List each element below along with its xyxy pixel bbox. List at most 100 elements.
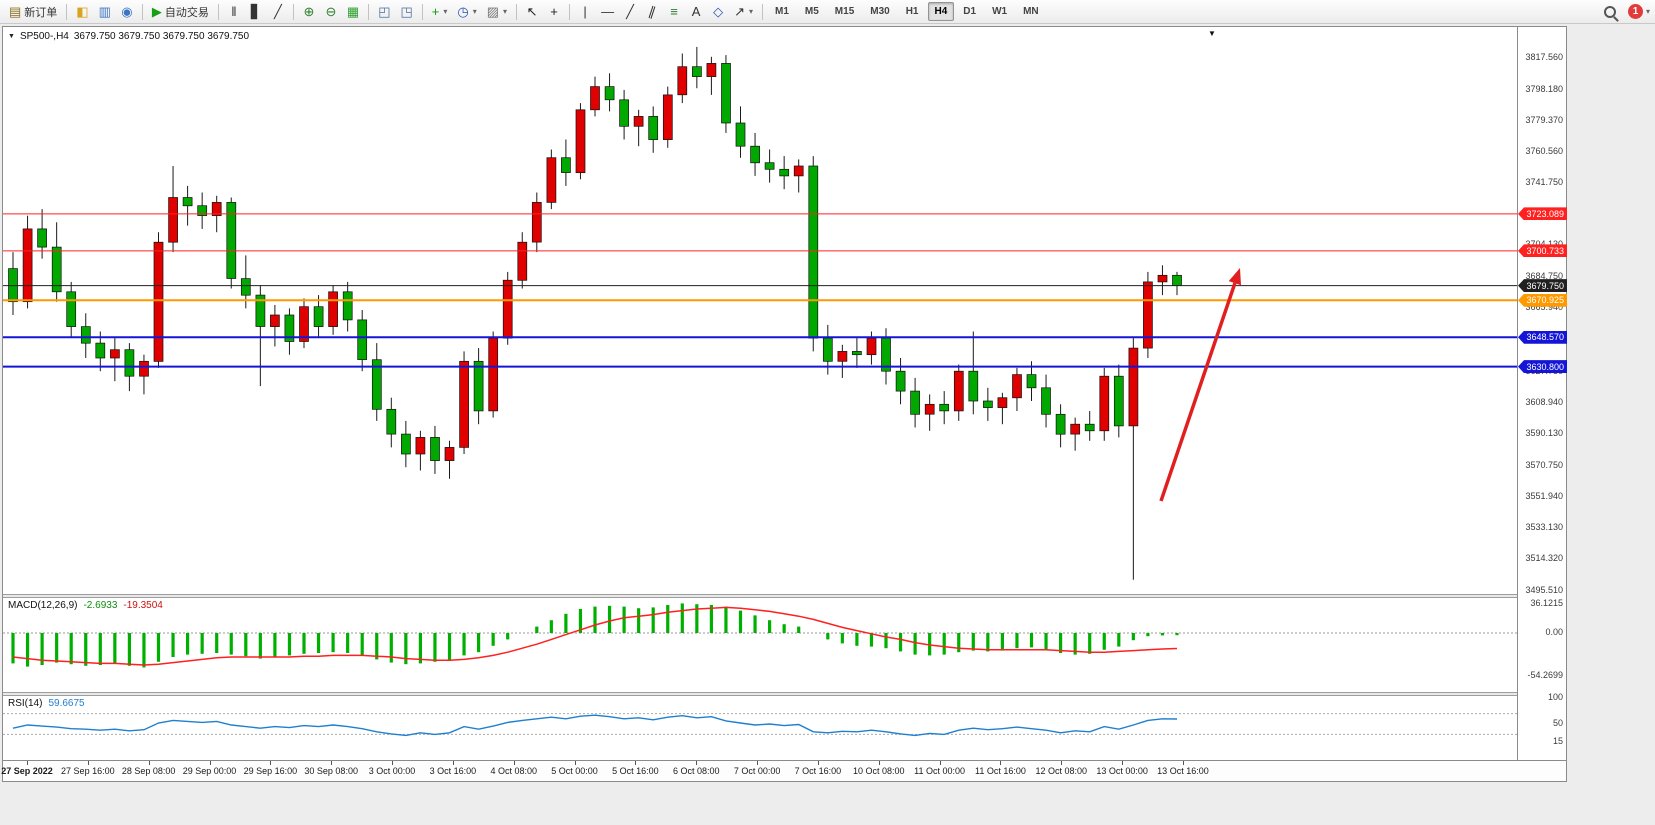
price-tick: 3608.940 bbox=[1525, 396, 1563, 407]
price-tick: 3779.370 bbox=[1525, 114, 1563, 125]
vertical-line-button[interactable]: | bbox=[575, 2, 595, 22]
new-order-button[interactable]: ▤ 新订单 bbox=[5, 2, 61, 22]
channel-button[interactable]: ∥ bbox=[642, 2, 662, 22]
time-label: 13 Oct 00:00 bbox=[1096, 766, 1148, 776]
time-label: 4 Oct 08:00 bbox=[490, 766, 537, 776]
arrow-annotation[interactable] bbox=[1159, 282, 1237, 502]
time-tick bbox=[878, 761, 880, 765]
price-line-label: 3679.750 bbox=[1518, 279, 1567, 293]
text-button[interactable]: A bbox=[686, 2, 706, 22]
timeframe-m15-button[interactable]: M15 bbox=[834, 6, 855, 17]
bar-chart-button[interactable]: ‖ bbox=[224, 2, 244, 22]
candlestick-chart-button[interactable]: ▋ bbox=[246, 2, 266, 22]
template-icon: ▨ bbox=[486, 4, 500, 19]
symbol-dropdown-icon[interactable]: ▼ bbox=[8, 33, 15, 40]
time-tick bbox=[148, 761, 150, 765]
time-label: 10 Oct 08:00 bbox=[852, 766, 905, 776]
time-label: 3 Oct 00:00 bbox=[368, 766, 416, 776]
time-tick bbox=[270, 761, 272, 765]
time-label: 7 Oct 00:00 bbox=[733, 766, 781, 776]
time-tick bbox=[87, 761, 89, 765]
new-order-icon: ▤ bbox=[9, 4, 22, 19]
macd-scale-label: 36.1215 bbox=[1530, 598, 1563, 609]
arrow-annotation-head[interactable] bbox=[1228, 268, 1241, 286]
time-tick bbox=[1122, 761, 1124, 765]
panel-separator[interactable] bbox=[3, 692, 1566, 696]
fibonacci-button[interactable]: ≡ bbox=[664, 2, 684, 22]
price-line-label: 3700.733 bbox=[1518, 244, 1567, 258]
template-button[interactable]: ▨ ▾ bbox=[483, 2, 511, 22]
fibonacci-icon: ≡ bbox=[670, 4, 678, 19]
data-window-button[interactable]: ▥ bbox=[95, 2, 115, 22]
price-axis[interactable]: 3817.560 3798.180 3779.370 3760.560 3741.750… bbox=[1517, 27, 1567, 760]
cursor-button[interactable]: ↖ bbox=[522, 2, 542, 22]
grid-button[interactable]: ▦ bbox=[343, 2, 363, 22]
timeframe-m30-button[interactable]: M30 bbox=[870, 6, 890, 17]
cascade-windows-button[interactable]: ◳ bbox=[396, 2, 416, 22]
chart-shift-marker-icon[interactable]: ▼ bbox=[1208, 29, 1216, 38]
horizontal-line-button[interactable]: — bbox=[597, 2, 618, 22]
rsi-chart[interactable] bbox=[3, 696, 1517, 760]
tile-windows-button[interactable]: ◰ bbox=[374, 2, 394, 22]
rsi-panel[interactable]: RSI(14) 59.6675 bbox=[3, 696, 1517, 760]
rsi-scale-label: 100 bbox=[1547, 692, 1563, 702]
add-indicator-button[interactable]: + ▾ bbox=[428, 2, 452, 22]
price-tick: 3590.130 bbox=[1525, 427, 1563, 438]
cascade-windows-icon: ◳ bbox=[400, 4, 413, 19]
bar-chart-icon: ‖ bbox=[231, 4, 237, 19]
dropdown-caret-icon: ▾ bbox=[472, 7, 477, 16]
notification-caret-icon[interactable]: ▾ bbox=[1645, 7, 1650, 16]
price-tick: 3514.320 bbox=[1525, 553, 1563, 564]
crosshair-button[interactable]: + bbox=[544, 2, 564, 22]
timeframe-m5-button[interactable]: M5 bbox=[804, 6, 819, 17]
candlestick-chart[interactable] bbox=[3, 27, 1517, 594]
panel-separator[interactable] bbox=[3, 594, 1566, 598]
notification-badge[interactable]: 1 bbox=[1627, 4, 1643, 19]
macd-header: MACD(12,26,9) -2.6933 -19.3504 bbox=[8, 600, 163, 611]
timeframe-mn-button[interactable]: MN bbox=[1023, 6, 1039, 17]
time-tick bbox=[27, 761, 28, 765]
timeframe-m1-button[interactable]: M1 bbox=[774, 6, 789, 17]
time-label: 28 Sep 08:00 bbox=[121, 766, 176, 776]
line-chart-button[interactable]: ╱ bbox=[268, 2, 288, 22]
timeframe-d1-button[interactable]: D1 bbox=[963, 6, 977, 17]
auto-trading-button[interactable]: ▶ 自动交易 bbox=[148, 2, 213, 22]
macd-panel[interactable]: MACD(12,26,9) -2.6933 -19.3504 bbox=[3, 598, 1517, 692]
shapes-button[interactable]: ◇ bbox=[708, 2, 728, 22]
arrows-button[interactable]: ↗ ▾ bbox=[730, 2, 757, 22]
period-icon: ◷ bbox=[457, 4, 469, 19]
time-tick bbox=[1182, 761, 1184, 765]
trendline-button[interactable]: ╱ bbox=[620, 2, 640, 22]
macd-scale-label: 0.00 bbox=[1545, 627, 1563, 637]
time-tick bbox=[513, 761, 515, 765]
search-icon[interactable] bbox=[1603, 5, 1619, 22]
time-tick bbox=[574, 761, 576, 765]
time-tick bbox=[939, 761, 941, 765]
timeframe-h4-button[interactable]: H4 bbox=[927, 2, 955, 21]
period-button[interactable]: ◷ ▾ bbox=[453, 2, 480, 22]
price-tick: 3798.180 bbox=[1525, 83, 1563, 94]
timeframe-w1-button[interactable]: W1 bbox=[992, 6, 1008, 17]
market-depth-button[interactable]: ◧ bbox=[72, 2, 92, 22]
navigator-button[interactable]: ◉ bbox=[117, 2, 137, 22]
dropdown-caret-icon: ▾ bbox=[443, 7, 448, 16]
market-depth-icon: ◧ bbox=[76, 4, 89, 19]
text-icon: A bbox=[691, 4, 701, 19]
macd-scale-label: -54.2699 bbox=[1527, 670, 1563, 681]
time-label: 29 Sep 00:00 bbox=[182, 766, 237, 776]
time-tick bbox=[331, 761, 333, 765]
auto-trading-icon: ▶ bbox=[151, 4, 162, 19]
time-label: 3 Oct 16:00 bbox=[429, 766, 477, 776]
time-axis[interactable]: 27 Sep 2022 27 Sep 16:00 28 Sep 08:00 29 Se… bbox=[1, 760, 1566, 781]
price-tick: 3704.130 bbox=[1525, 239, 1563, 250]
zoom-in-button[interactable]: ⊕ bbox=[299, 2, 319, 22]
macd-chart[interactable] bbox=[3, 598, 1517, 692]
main-chart-plot[interactable]: ▼ SP500-,H4 3679.750 3679.750 3679.750 3… bbox=[3, 27, 1517, 594]
price-line-label: 3648.570 bbox=[1518, 330, 1567, 344]
zoom-out-button[interactable]: ⊖ bbox=[321, 2, 341, 22]
arrows-icon: ↗ bbox=[734, 4, 745, 19]
toolbar-separator bbox=[761, 3, 763, 20]
time-label: 5 Oct 16:00 bbox=[612, 766, 659, 776]
candlestick-chart-icon: ▋ bbox=[250, 4, 261, 19]
timeframe-h1-button[interactable]: H1 bbox=[905, 6, 919, 17]
